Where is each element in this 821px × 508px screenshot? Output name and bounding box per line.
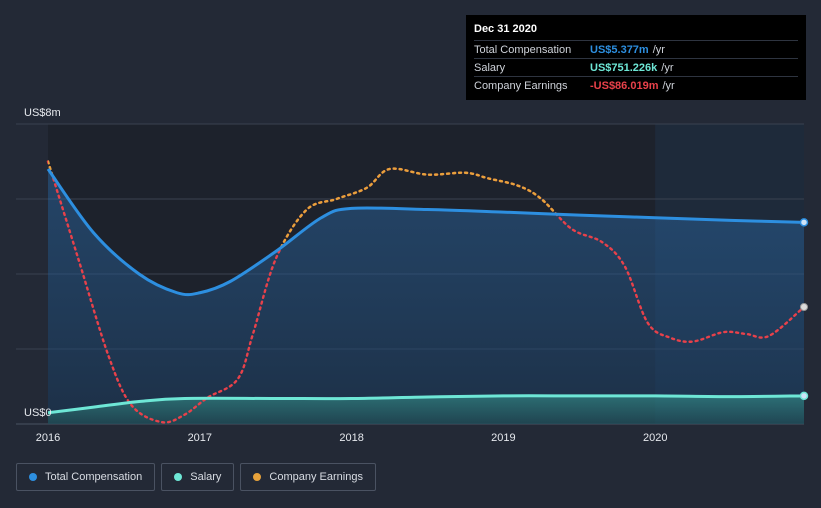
- total-compensation-endpoint: [799, 218, 809, 227]
- legend: Total Compensation Salary Company Earnin…: [16, 463, 376, 491]
- x-tick-label: 2018: [339, 432, 363, 444]
- lines: [46, 160, 809, 424]
- legend-label: Company Earnings: [269, 471, 363, 483]
- tooltip-row-earnings: Company Earnings -US$86.019m /yr: [474, 76, 798, 94]
- legend-label: Salary: [190, 471, 222, 483]
- tooltip-label: Total Compensation: [474, 43, 572, 56]
- tooltip-unit: /yr: [662, 79, 675, 92]
- x-tick-label: 2019: [491, 432, 515, 444]
- tooltip-unit: /yr: [661, 61, 674, 74]
- tooltip-label: Company Earnings: [474, 79, 568, 92]
- tooltip-row-salary: Salary US$751.226k /yr: [474, 58, 798, 76]
- salary-line: [47, 394, 805, 415]
- tooltip-unit: /yr: [652, 43, 665, 56]
- areas: [48, 169, 804, 424]
- chart-tooltip: Dec 31 2020 Total Compensation US$5.377m…: [466, 15, 806, 100]
- salary-endpoint: [799, 391, 809, 401]
- legend-company-earnings[interactable]: Company Earnings: [240, 463, 376, 491]
- legend-dot-icon: [174, 473, 183, 481]
- y-tick-label: US$8m: [24, 107, 61, 119]
- legend-total-compensation[interactable]: Total Compensation: [16, 463, 156, 491]
- legend-label: Total Compensation: [45, 471, 143, 483]
- total-compensation-line: [46, 168, 805, 297]
- tooltip-value: US$5.377m: [590, 43, 649, 56]
- axis: US$8m US$0 2016 2017 2018 2019 2020: [24, 107, 667, 444]
- salary-area: [48, 395, 804, 424]
- legend-salary[interactable]: Salary: [161, 463, 235, 491]
- x-tick-label: 2020: [643, 432, 667, 444]
- company-earnings-line: [46, 160, 806, 424]
- legend-dot-icon: [29, 473, 37, 481]
- x-tick-label: 2017: [188, 432, 212, 444]
- tooltip-value: US$751.226k: [590, 61, 658, 74]
- total-compensation-area: [48, 169, 804, 424]
- tooltip-row-total: Total Compensation US$5.377m /yr: [474, 40, 798, 58]
- y-tick-label: US$0: [24, 407, 52, 419]
- tooltip-date: Dec 31 2020: [474, 23, 537, 35]
- company-earnings-endpoint: [800, 303, 808, 311]
- x-tick-label: 2016: [36, 432, 60, 444]
- tooltip-label: Salary: [474, 61, 506, 74]
- legend-dot-icon: [253, 473, 262, 481]
- chart: US$8m US$0 2016 2017 2018 2019 2020: [16, 107, 809, 444]
- tooltip-value: -US$86.019m: [590, 79, 659, 92]
